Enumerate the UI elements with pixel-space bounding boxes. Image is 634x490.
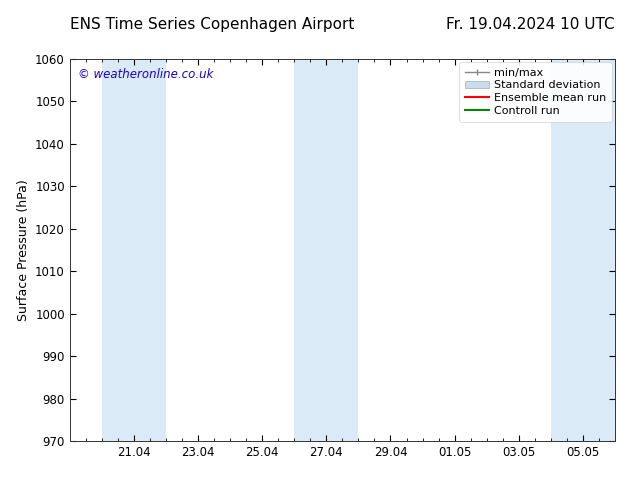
Text: Fr. 19.04.2024 10 UTC: Fr. 19.04.2024 10 UTC [446, 17, 615, 32]
Bar [551, 59, 615, 441]
Text: ENS Time Series Copenhagen Airport: ENS Time Series Copenhagen Airport [70, 17, 354, 32]
Bar [102, 59, 166, 441]
Bar [294, 59, 358, 441]
Text: © weatheronline.co.uk: © weatheronline.co.uk [78, 69, 213, 81]
Y-axis label: Surface Pressure (hPa): Surface Pressure (hPa) [16, 179, 30, 321]
Legend: min/max, Standard deviation, Ensemble mean run, Controll run: min/max, Standard deviation, Ensemble me… [460, 62, 612, 122]
